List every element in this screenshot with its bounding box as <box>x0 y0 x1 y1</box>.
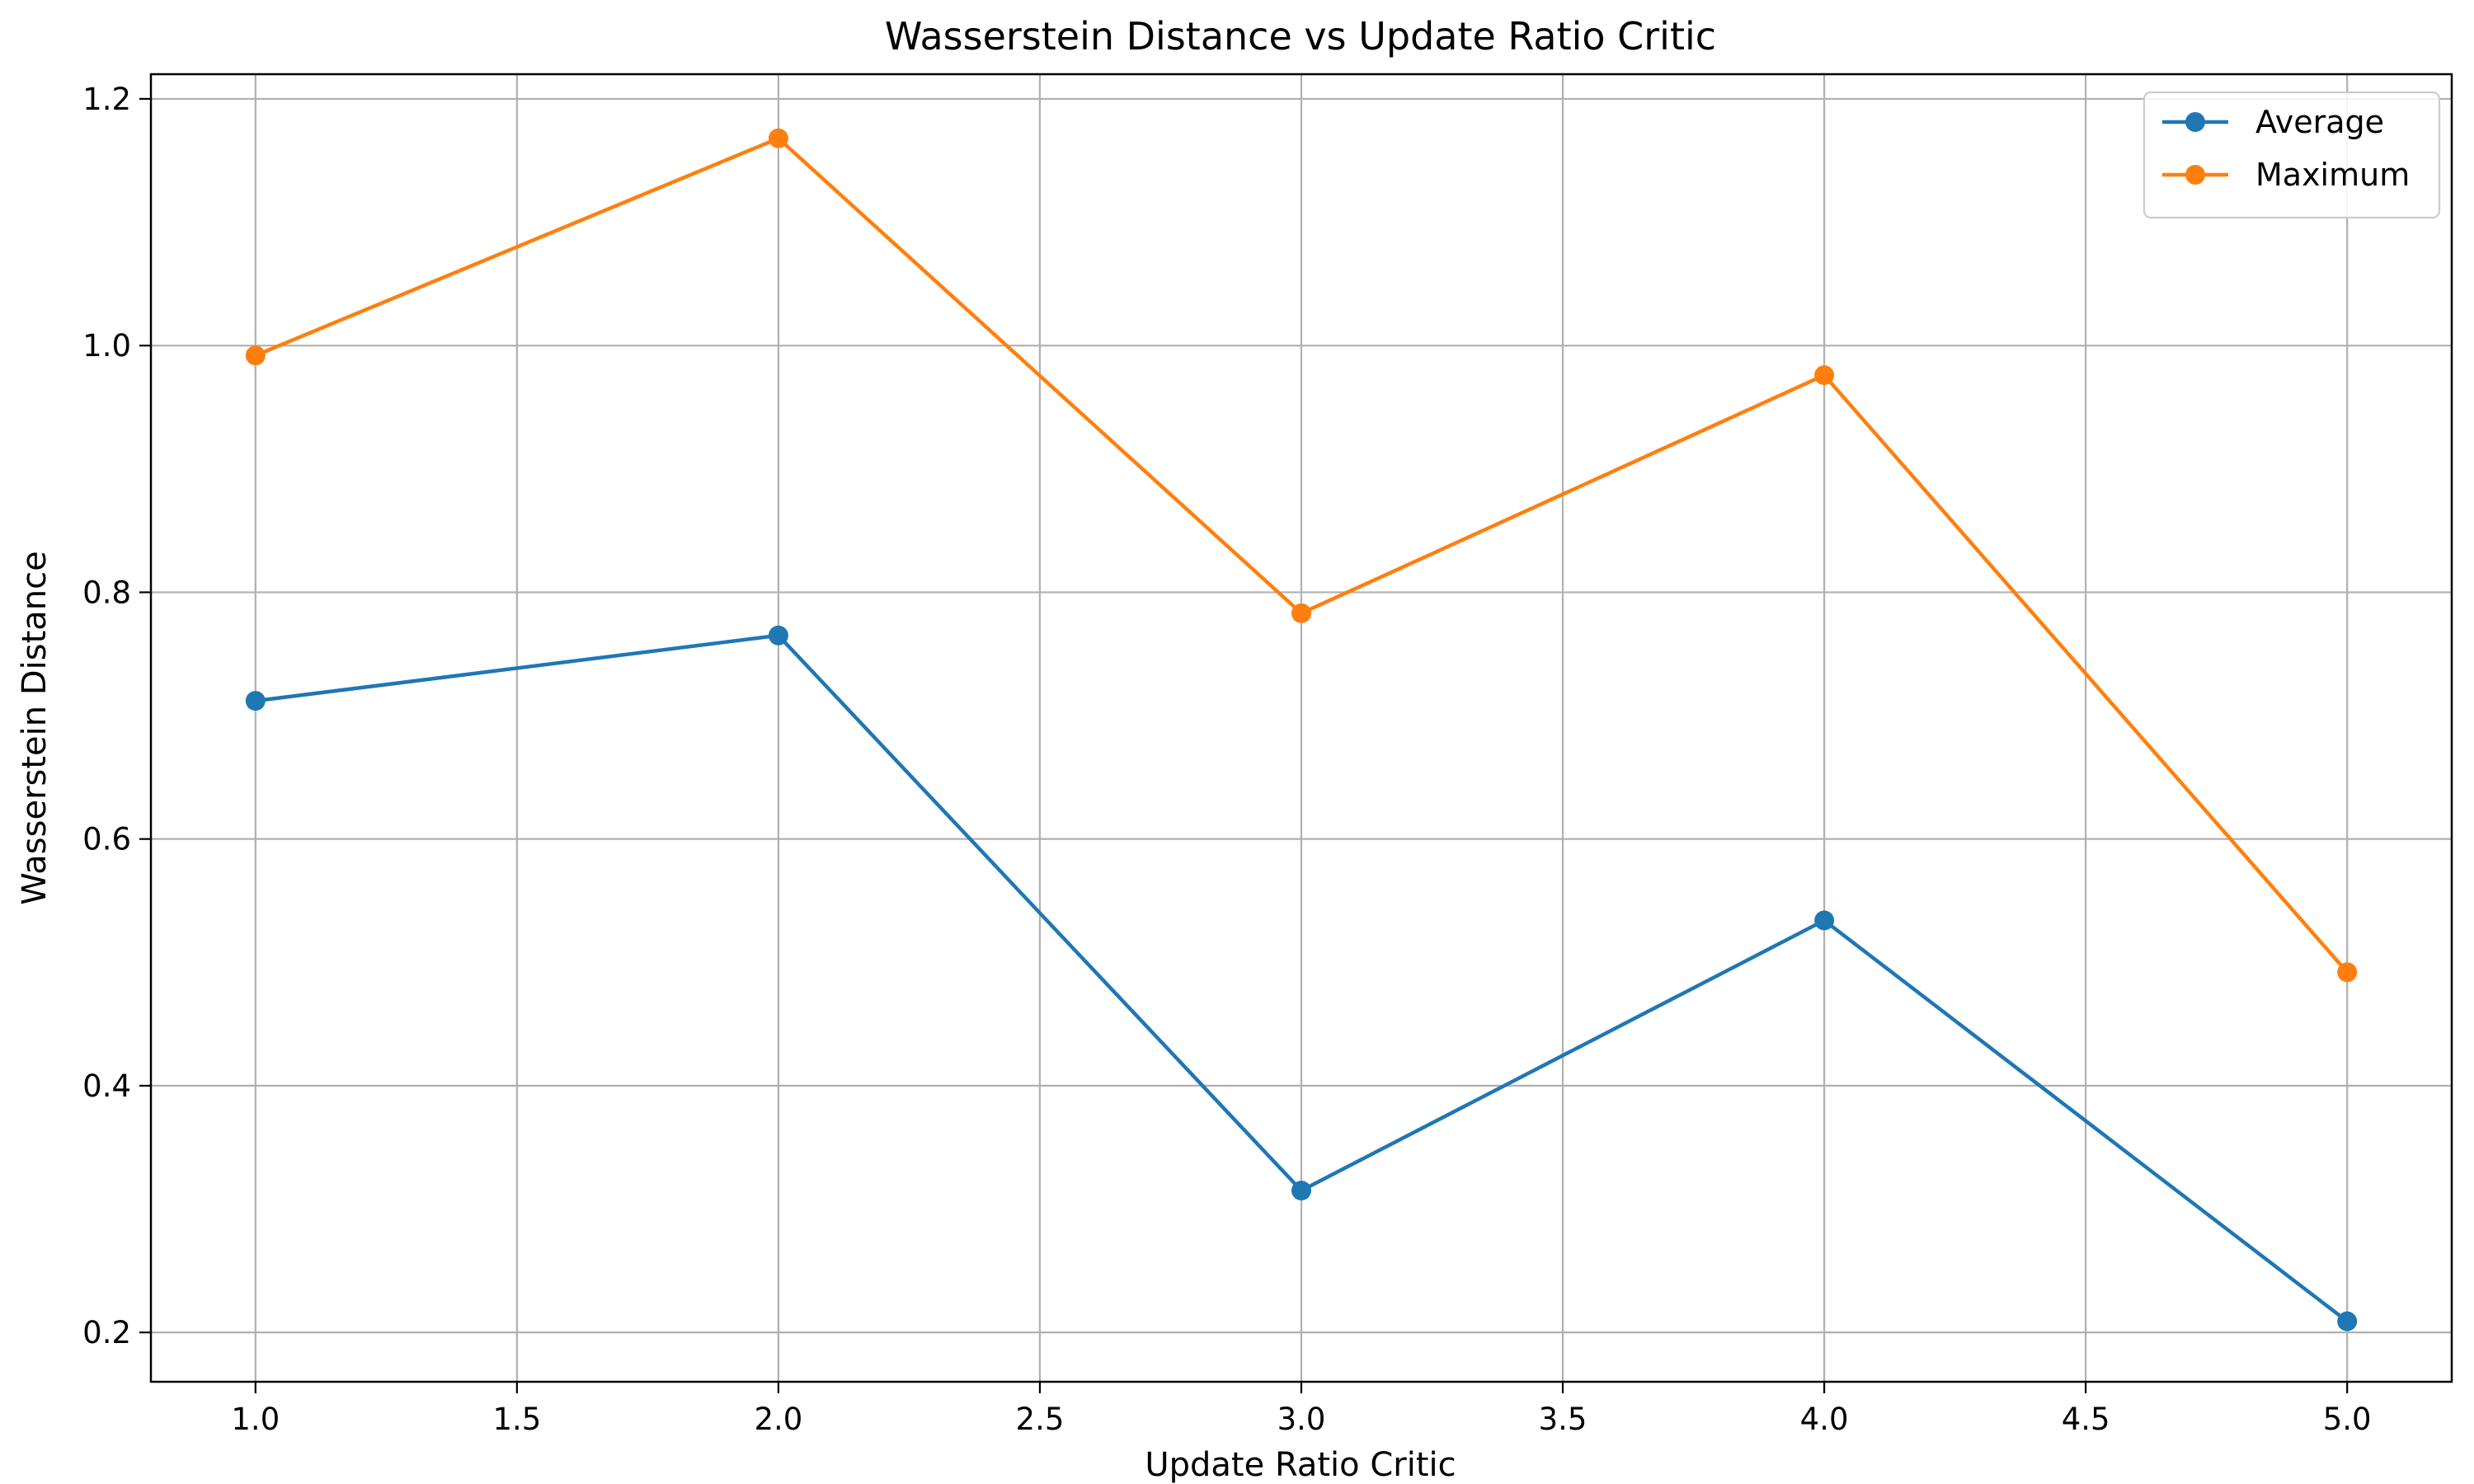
x-tick-label: 3.0 <box>1277 1402 1326 1437</box>
x-tick-label: 2.0 <box>754 1402 802 1437</box>
data-point-maximum <box>2337 962 2358 983</box>
y-tick-label: 0.2 <box>82 1315 131 1350</box>
x-tick-label: 2.5 <box>1016 1402 1065 1437</box>
legend-label-average: Average <box>2255 104 2384 140</box>
chart-title: Wasserstein Distance vs Update Ratio Cri… <box>885 14 1716 59</box>
data-point-maximum <box>245 345 266 366</box>
y-tick-label: 0.4 <box>82 1068 131 1104</box>
data-point-maximum <box>768 128 788 148</box>
x-tick-label: 4.0 <box>1800 1402 1849 1437</box>
x-axis-label: Update Ratio Critic <box>1145 1446 1456 1484</box>
x-tick-label: 1.5 <box>492 1402 541 1437</box>
legend-label-maximum: Maximum <box>2255 157 2410 193</box>
series-average <box>245 625 2358 1331</box>
data-point-average <box>768 625 788 646</box>
data-point-average <box>245 691 266 711</box>
y-tick-label: 0.8 <box>82 575 131 610</box>
x-tick-label: 1.0 <box>231 1402 280 1437</box>
data-point-average <box>1814 910 1835 931</box>
legend: Average Maximum <box>2142 91 2441 219</box>
data-point-maximum <box>1291 603 1311 623</box>
legend-marker-average <box>2185 112 2205 132</box>
data-point-maximum <box>1814 365 1835 386</box>
x-tick-label: 5.0 <box>2323 1402 2372 1437</box>
x-axis-ticks: 1.0 1.5 2.0 2.5 3.0 3.5 4.0 4.5 5.0 <box>231 1382 2372 1437</box>
legend-item-maximum: Maximum <box>2162 157 2410 193</box>
x-tick-label: 3.5 <box>1539 1402 1587 1437</box>
y-tick-label: 0.6 <box>82 822 131 857</box>
y-tick-label: 1.0 <box>82 328 131 364</box>
y-axis-ticks: 0.2 0.4 0.6 0.8 1.0 1.2 <box>82 82 151 1350</box>
x-tick-label: 4.5 <box>2062 1402 2110 1437</box>
series-maximum <box>245 128 2358 983</box>
y-axis-label: Wasserstein Distance <box>16 551 54 904</box>
data-point-average <box>1291 1181 1311 1201</box>
y-tick-label: 1.2 <box>82 82 131 117</box>
legend-item-average: Average <box>2162 104 2384 140</box>
data-point-average <box>2337 1311 2358 1331</box>
grid <box>151 74 2452 1382</box>
legend-marker-maximum <box>2185 165 2205 185</box>
series-layer <box>245 128 2358 1331</box>
